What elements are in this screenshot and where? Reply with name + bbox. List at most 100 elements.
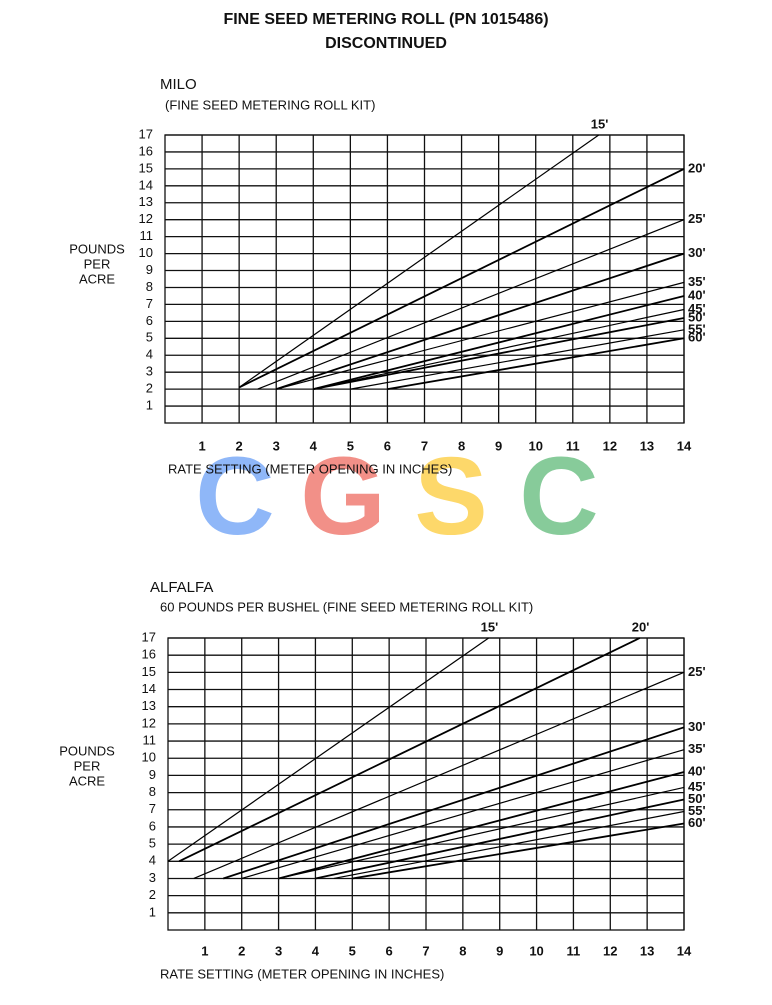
y-axis-label: POUNDS [69, 241, 125, 256]
chart-title: MILO [160, 76, 197, 93]
watermark-letter: C [519, 435, 598, 558]
x-tick-label: 7 [421, 438, 428, 453]
watermark-letter: C [195, 435, 274, 558]
x-tick-label: 3 [275, 943, 282, 958]
y-tick-label: 10 [142, 750, 156, 765]
chart-subtitle: (FINE SEED METERING ROLL KIT) [165, 97, 375, 112]
x-tick-label: 11 [566, 438, 580, 453]
x-tick-label: 1 [198, 438, 205, 453]
y-tick-label: 11 [143, 732, 157, 747]
y-tick-label: 5 [146, 330, 153, 345]
chart-title: ALFALFA [150, 579, 213, 596]
series-label: 35' [688, 274, 706, 289]
x-tick-label: 3 [273, 438, 280, 453]
series-line [352, 822, 685, 880]
series-line [275, 252, 685, 390]
series-label: 55' [688, 321, 706, 336]
series-label: 25' [688, 664, 706, 679]
x-axis-label: RATE SETTING (METER OPENING IN INCHES) [168, 461, 452, 476]
series-label: 30' [688, 245, 706, 260]
series-line [315, 798, 685, 880]
series-line [238, 168, 685, 389]
x-axis-label: RATE SETTING (METER OPENING IN INCHES) [160, 966, 444, 981]
x-tick-label: 12 [603, 438, 617, 453]
x-tick-label: 10 [528, 438, 542, 453]
watermark-letter: S [414, 435, 487, 558]
y-axis-label: PER [84, 256, 111, 271]
x-tick-label: 2 [236, 438, 243, 453]
y-tick-label: 15 [139, 160, 153, 175]
x-tick-label: 9 [495, 438, 502, 453]
x-tick-label: 6 [384, 438, 391, 453]
series-label: 45' [688, 779, 706, 794]
series-line [193, 671, 685, 880]
series-label: 30' [688, 719, 706, 734]
x-tick-label: 4 [312, 943, 320, 958]
y-tick-label: 7 [149, 801, 156, 816]
series-line [276, 281, 685, 390]
series-line [313, 295, 685, 390]
series-line [257, 219, 685, 390]
y-axis-label: PER [74, 758, 101, 773]
y-tick-label: 6 [146, 313, 153, 328]
x-tick-label: 8 [459, 943, 466, 958]
y-tick-label: 1 [149, 904, 156, 919]
y-tick-label: 6 [149, 818, 156, 833]
series-label: 20' [632, 619, 650, 634]
y-tick-label: 16 [139, 143, 153, 158]
x-tick-label: 12 [603, 943, 617, 958]
y-tick-label: 13 [139, 194, 153, 209]
y-axis-label: POUNDS [59, 743, 115, 758]
y-tick-label: 7 [146, 296, 153, 311]
watermark-letter: G [300, 435, 386, 558]
x-tick-label: 8 [458, 438, 465, 453]
y-tick-label: 4 [149, 853, 156, 868]
series-line [278, 786, 685, 880]
series-label: 40' [688, 287, 706, 302]
y-tick-label: 13 [142, 698, 156, 713]
x-tick-label: 2 [238, 943, 245, 958]
x-tick-label: 13 [640, 943, 654, 958]
y-tick-label: 4 [146, 347, 153, 362]
x-tick-label: 5 [349, 943, 356, 958]
y-tick-label: 5 [149, 836, 156, 851]
x-tick-label: 1 [201, 943, 208, 958]
series-line [387, 337, 685, 391]
x-tick-label: 4 [310, 438, 318, 453]
x-tick-label: 5 [347, 438, 354, 453]
series-label: 15' [591, 116, 609, 131]
series-line [167, 637, 489, 862]
series-label: 45' [688, 301, 706, 316]
y-axis-label: ACRE [69, 773, 105, 788]
y-tick-label: 3 [149, 870, 156, 885]
y-tick-label: 15 [142, 664, 156, 679]
y-tick-label: 11 [140, 228, 154, 243]
x-tick-label: 7 [422, 943, 429, 958]
chart-subtitle: 60 POUNDS PER BUSHEL (FINE SEED METERING… [160, 599, 533, 614]
series-line [313, 317, 685, 391]
page-title: FINE SEED METERING ROLL (PN 1015486) [223, 11, 548, 28]
x-tick-label: 14 [677, 438, 692, 453]
y-tick-label: 12 [142, 715, 156, 730]
series-line [350, 329, 685, 390]
y-tick-label: 12 [139, 211, 153, 226]
series-line [238, 134, 600, 388]
page-title: DISCONTINUED [325, 35, 447, 52]
y-tick-label: 14 [139, 177, 153, 192]
series-label: 25' [688, 211, 706, 226]
series-label: 50' [688, 309, 706, 324]
series-label: 50' [688, 791, 706, 806]
series-label: 40' [688, 763, 706, 778]
y-tick-label: 9 [146, 262, 153, 277]
y-tick-label: 8 [146, 279, 153, 294]
series-label: 20' [688, 160, 706, 175]
series-line [178, 637, 641, 863]
y-tick-label: 10 [139, 245, 153, 260]
x-tick-label: 9 [496, 943, 503, 958]
x-tick-label: 10 [529, 943, 543, 958]
x-tick-label: 14 [677, 943, 692, 958]
series-label: 35' [688, 741, 706, 756]
series-line [241, 749, 685, 880]
series-line [333, 810, 685, 880]
